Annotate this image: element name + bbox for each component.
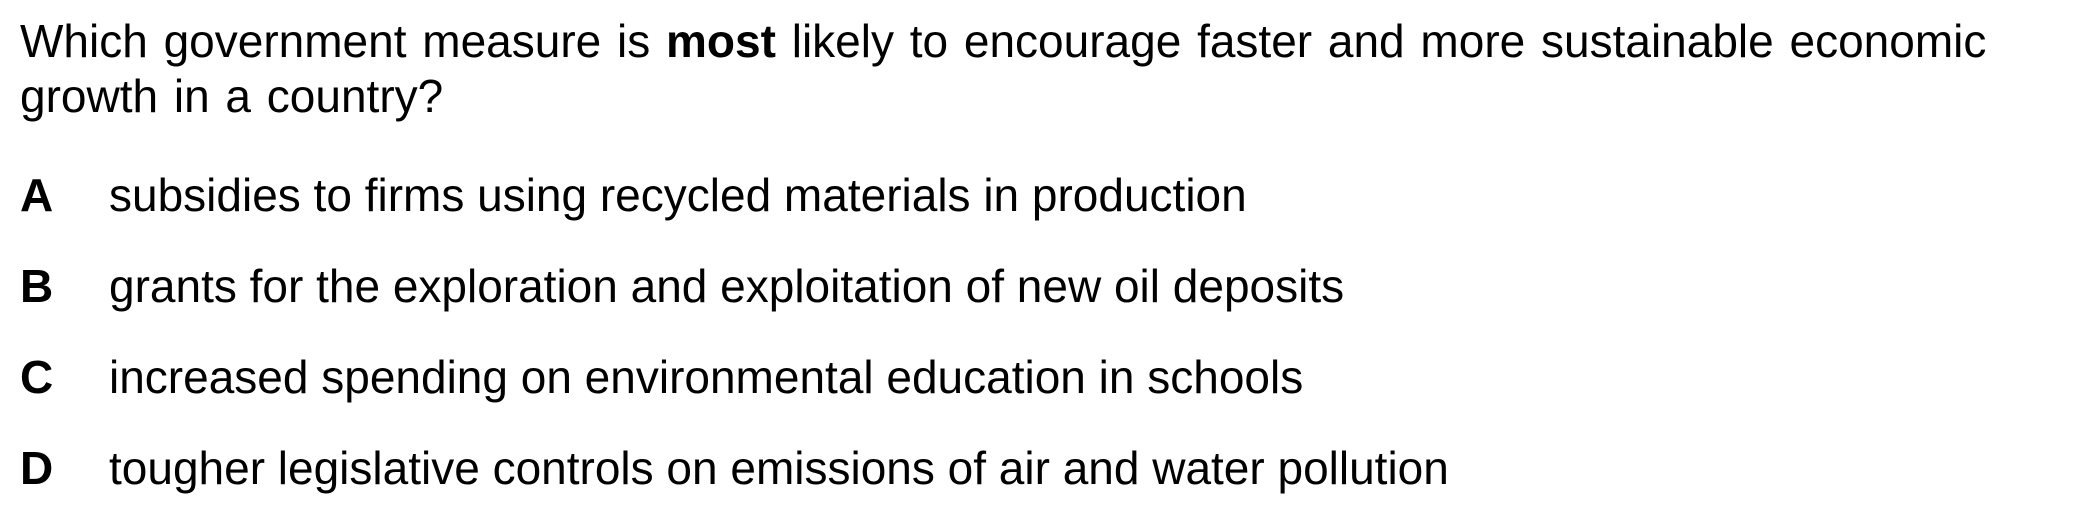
question-stem: Which government measure is most likely …: [20, 14, 2060, 124]
option-text: increased spending on environmental educ…: [109, 351, 1304, 403]
question-emphasis: most: [666, 15, 776, 67]
option-c[interactable]: C increased spending on environmental ed…: [20, 347, 1449, 438]
option-text: tougher legislative controls on emission…: [109, 442, 1449, 494]
option-b[interactable]: B grants for the exploration and exploit…: [20, 256, 1449, 347]
option-text: subsidies to firms using recycled materi…: [109, 169, 1247, 221]
question-text-after: likely to encourage faster and more sust…: [20, 15, 1987, 122]
option-letter: A: [20, 169, 54, 221]
option-d[interactable]: D tougher legislative controls on emissi…: [20, 438, 1449, 529]
option-a[interactable]: A subsidies to firms using recycled mate…: [20, 165, 1449, 256]
option-text: grants for the exploration and exploitat…: [109, 260, 1345, 312]
option-letter: B: [20, 260, 54, 312]
option-letter: C: [20, 351, 54, 403]
option-letter: D: [20, 442, 54, 494]
question-text-before: Which government measure is: [20, 15, 667, 67]
answer-options: A subsidies to firms using recycled mate…: [20, 165, 1449, 529]
